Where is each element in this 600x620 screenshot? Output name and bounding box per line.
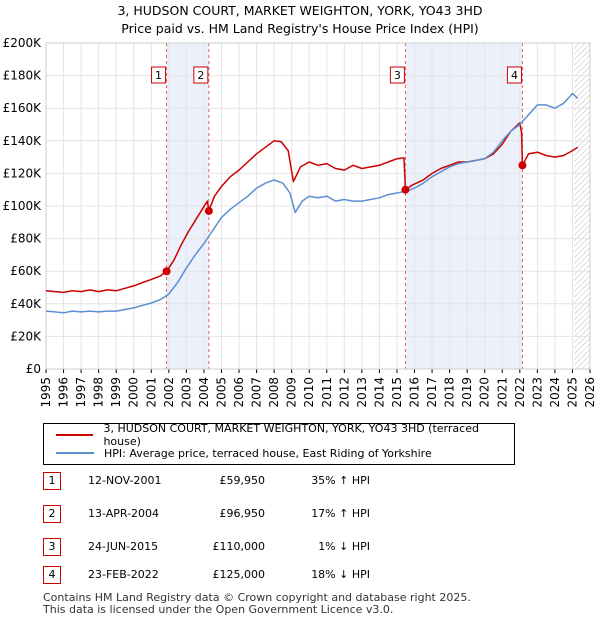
sale-number-badge: 2: [43, 505, 61, 523]
hpi-line: [45, 92, 579, 314]
x-tick-label: 2021: [495, 377, 509, 408]
x-tick-label: 2002: [162, 377, 176, 408]
legend-item-price-paid: 3, HUDSON COURT, MARKET WEIGHTON, YORK, …: [56, 422, 514, 448]
x-tick-label: 2015: [390, 377, 404, 408]
sale-label-box: [193, 66, 209, 84]
x-tick-label: 1996: [57, 377, 71, 408]
y-tick-label: £160K: [3, 101, 43, 115]
legend-item-hpi: HPI: Average price, terraced house, East…: [56, 445, 432, 461]
x-tick-label: 1998: [92, 377, 106, 408]
sale-label: 1: [155, 69, 162, 82]
plot-frame: [45, 42, 591, 370]
x-tick-label: 1995: [39, 377, 53, 408]
table-row: 3 24-JUN-2015 £110,000 1% ↓ HPI: [0, 538, 600, 558]
sale-hpi-diff: 17% ↑ HPI: [311, 507, 370, 520]
x-tick-label: 2017: [425, 377, 439, 408]
x-tick-label: 2016: [408, 377, 422, 408]
sale-label-box: [506, 66, 522, 84]
y-tick-label: £0: [26, 362, 41, 376]
sale-price: £59,950: [219, 474, 266, 487]
x-tick-label: 2009: [285, 377, 299, 408]
x-tick-label: 2020: [478, 377, 492, 408]
sale-label-box: [389, 66, 405, 84]
sale-date: 24-JUN-2015: [88, 540, 159, 553]
x-tick-label: 1999: [109, 377, 123, 408]
x-tick-label: 2003: [179, 377, 193, 408]
sale-number-badge: 3: [43, 538, 61, 556]
y-tick-label: £200K: [3, 36, 43, 50]
sale-hpi-diff: 35% ↑ HPI: [311, 474, 370, 487]
chart-subtitle: Price paid vs. HM Land Registry's House …: [121, 21, 479, 36]
sale-price: £96,950: [219, 507, 266, 520]
price-chart: £0 £20K £40K £60K £80K £100K £120K £140K £160K £1…: [3, 36, 597, 408]
y-tick-label: £40K: [10, 297, 42, 311]
x-tick-label: 2025: [565, 377, 579, 408]
y-tick-label: £20K: [10, 329, 42, 343]
sale-price: £110,000: [212, 540, 266, 553]
x-tick-label: 2008: [267, 377, 281, 408]
y-tick-label: £80K: [10, 232, 42, 246]
x-tick-label: 1997: [74, 377, 88, 408]
footer-licence: This data is licensed under the Open Gov…: [43, 603, 394, 616]
x-tick-label: 2026: [583, 377, 597, 408]
sale-date: 12-NOV-2001: [88, 474, 162, 487]
sale-number-badge: 4: [43, 566, 61, 584]
sale-label: 3: [394, 69, 401, 82]
sale-date: 23-FEB-2022: [88, 568, 159, 581]
legend-label-hpi: HPI: Average price, terraced house, East…: [104, 446, 432, 460]
x-tick-label: 2004: [197, 377, 211, 408]
sale-hpi-diff: 18% ↓ HPI: [311, 568, 370, 581]
sale-date: 13-APR-2004: [88, 507, 160, 520]
table-row: 2 13-APR-2004 £96,950 17% ↑ HPI: [0, 505, 600, 525]
sale-point: [162, 267, 171, 276]
sale-hpi-diff: 1% ↓ HPI: [318, 540, 370, 553]
x-tick-label: 2012: [337, 377, 351, 408]
x-tick-label: 2011: [320, 377, 334, 408]
x-tick-label: 2006: [232, 377, 246, 408]
x-tick-label: 2007: [250, 377, 264, 408]
x-tick-label: 2019: [460, 377, 474, 408]
sale-point: [518, 161, 527, 170]
x-tick-label: 2022: [513, 377, 527, 408]
sale-price: £125,000: [212, 568, 266, 581]
x-tick-label: 2018: [443, 377, 457, 408]
legend-swatch-price-paid: [56, 434, 94, 436]
sale-label-box: [151, 66, 167, 84]
x-tick-label: 2024: [548, 377, 562, 408]
chart-legend: 3, HUDSON COURT, MARKET WEIGHTON, YORK, …: [43, 422, 515, 465]
y-tick-label: £180K: [3, 69, 43, 83]
sale-number-badge: 1: [43, 472, 61, 490]
x-tick-label: 2013: [355, 377, 369, 408]
table-row: 1 12-NOV-2001 £59,950 35% ↑ HPI: [0, 472, 600, 492]
x-tick-label: 2014: [372, 377, 386, 408]
sale-label: 4: [511, 69, 518, 82]
price-paid-line: [45, 122, 579, 294]
sale-label: 2: [197, 69, 204, 82]
x-tick-label: 2023: [530, 377, 544, 408]
footer-copyright: Contains HM Land Registry data © Crown c…: [43, 591, 471, 604]
y-tick-label: £140K: [3, 134, 43, 148]
y-tick-label: £100K: [3, 199, 43, 213]
y-tick-label: £60K: [10, 264, 42, 278]
x-tick-label: 2005: [214, 377, 228, 408]
x-tick-label: 2001: [144, 377, 158, 408]
sale-point: [204, 206, 213, 215]
x-tick-label: 2010: [302, 377, 316, 408]
y-tick-label: £120K: [3, 166, 43, 180]
legend-label-price-paid: 3, HUDSON COURT, MARKET WEIGHTON, YORK, …: [103, 422, 479, 448]
legend-swatch-hpi: [56, 452, 94, 454]
sale-point: [401, 185, 410, 194]
table-row: 4 23-FEB-2022 £125,000 18% ↓ HPI: [0, 566, 600, 586]
chart-title: 3, HUDSON COURT, MARKET WEIGHTON, YORK, …: [117, 3, 483, 18]
x-tick-label: 2000: [127, 377, 141, 408]
